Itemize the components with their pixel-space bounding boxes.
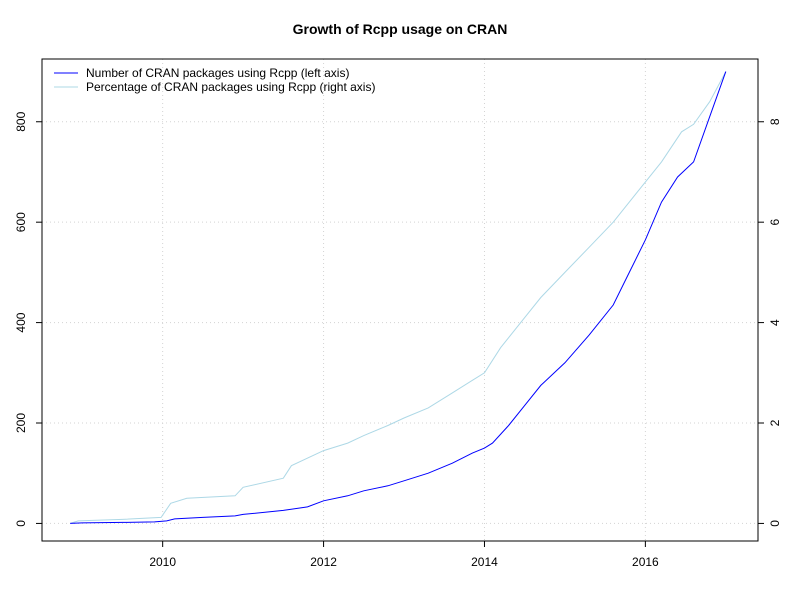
x-tick-label-3: 2016 <box>632 555 659 569</box>
y-axis-left: 0 200 400 600 800 <box>14 111 42 527</box>
series-layer <box>70 71 727 524</box>
plot-frame <box>41 58 759 542</box>
x-tick-label-2: 2014 <box>471 555 498 569</box>
y-left-tick-label-0: 0 <box>14 520 28 527</box>
y-right-tick-label-2: 4 <box>768 319 782 326</box>
y-right-tick-label-4: 8 <box>768 118 782 125</box>
series-line-percentage <box>70 71 727 524</box>
legend: Number of CRAN packages using Rcpp (left… <box>54 66 375 94</box>
y-axis-right: 0 2 4 6 8 <box>758 118 782 527</box>
y-left-tick-label-3: 600 <box>14 212 28 232</box>
grid <box>42 59 758 541</box>
y-left-tick-label-1: 200 <box>14 413 28 433</box>
legend-label-count: Number of CRAN packages using Rcpp (left… <box>86 66 349 80</box>
x-axis: 2010 2012 2014 2016 <box>149 541 659 569</box>
y-right-tick-label-0: 0 <box>768 520 782 527</box>
legend-label-percentage: Percentage of CRAN packages using Rcpp (… <box>86 80 375 94</box>
series-line-count <box>70 71 727 524</box>
y-right-tick-label-1: 2 <box>768 419 782 426</box>
x-tick-label-0: 2010 <box>149 555 176 569</box>
y-left-tick-label-4: 800 <box>14 111 28 131</box>
y-right-tick-label-3: 6 <box>768 219 782 226</box>
x-tick-label-1: 2012 <box>310 555 337 569</box>
y-left-tick-label-2: 400 <box>14 312 28 332</box>
chart-title: Growth of Rcpp usage on CRAN <box>293 21 508 37</box>
